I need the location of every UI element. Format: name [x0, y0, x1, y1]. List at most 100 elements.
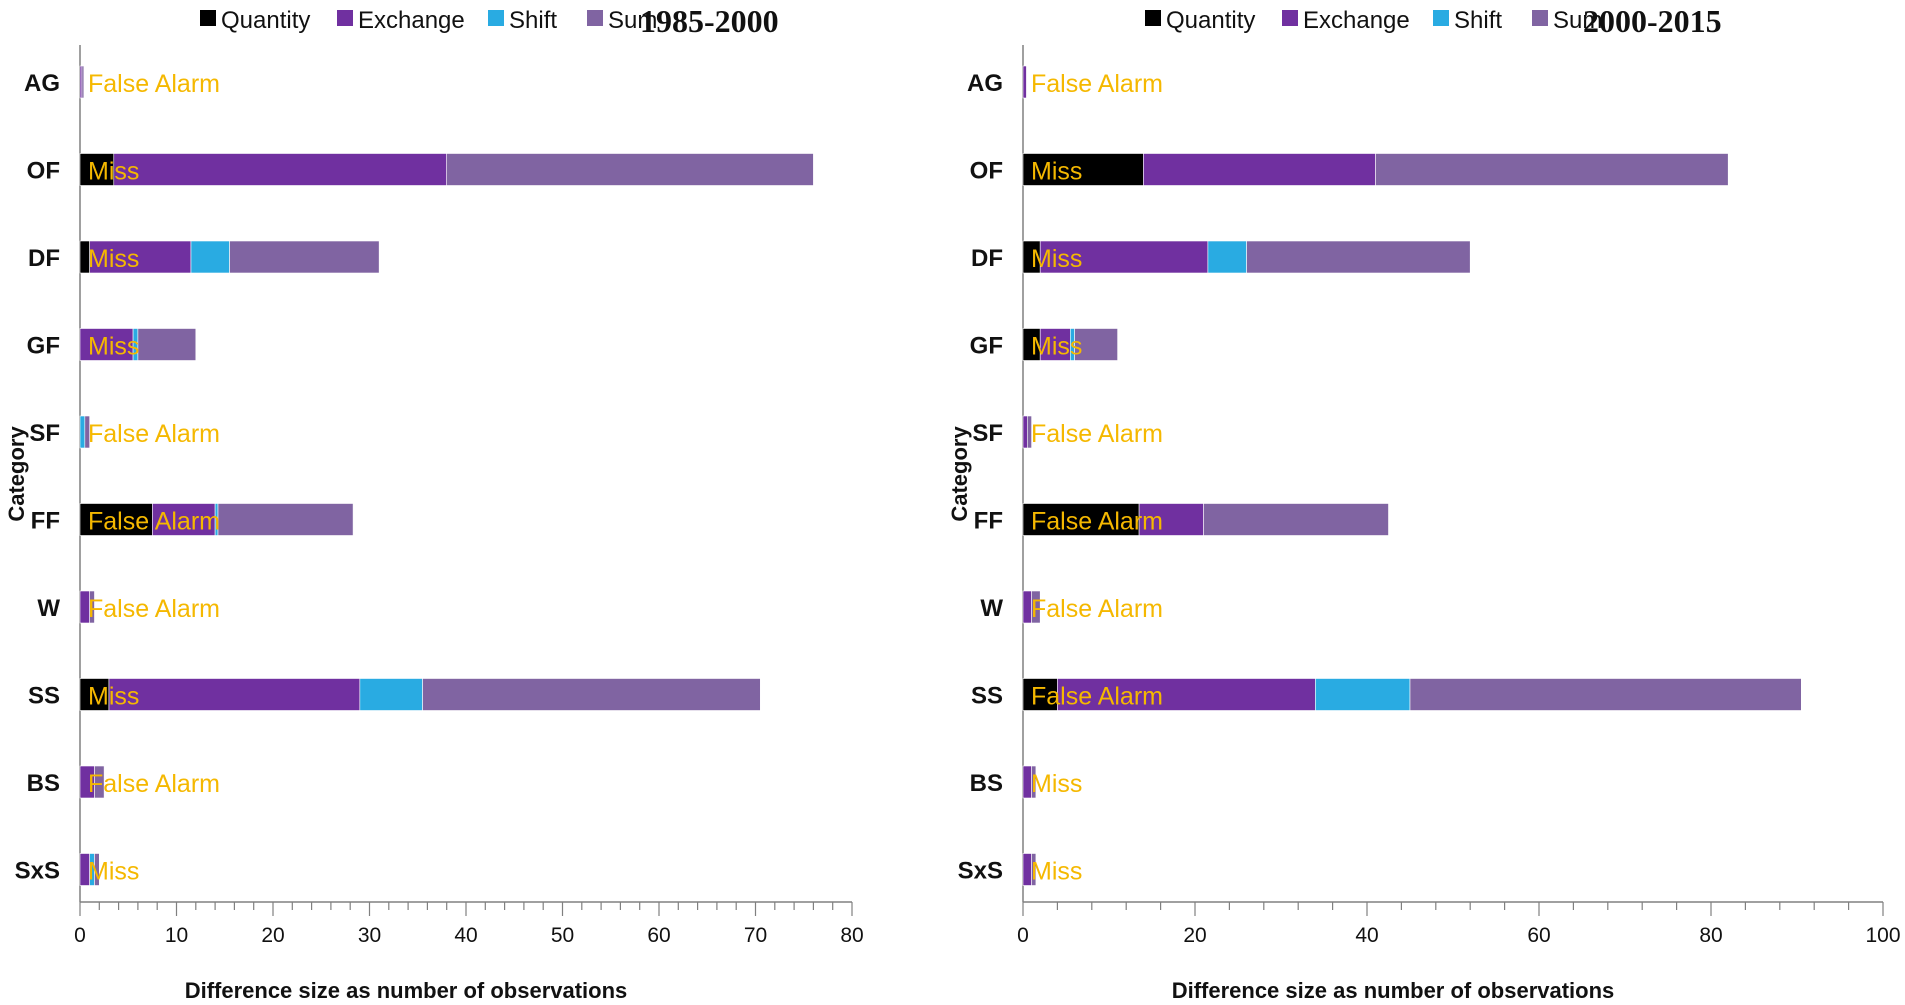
legend-swatch-sum: [1532, 10, 1548, 26]
x-tick-label: 100: [1865, 924, 1900, 947]
bar-sum-sxs: [94, 853, 100, 886]
annotation-sf: False Alarm: [1031, 420, 1163, 448]
category-label-sxs: SxS: [958, 858, 1003, 885]
legend-label-sum: Sum: [608, 7, 657, 34]
x-tick-label: 10: [165, 924, 188, 947]
chart-title: 2000-2015: [1583, 3, 1722, 39]
legend-swatch-shift: [1433, 10, 1449, 26]
bar-shift-ss: [1315, 678, 1411, 711]
x-axis-title: Difference size as number of observation…: [185, 978, 628, 1003]
bar-exchange-of: [1143, 153, 1376, 186]
bar-exchange-of: [113, 153, 447, 186]
bar-exchange-df: [89, 240, 192, 274]
category-label-ff: FF: [974, 508, 1003, 535]
bar-sum-of: [446, 153, 814, 186]
legend-swatch-shift: [488, 10, 504, 26]
bar-sum-ss: [1409, 678, 1802, 711]
category-label-bs: BS: [27, 770, 60, 797]
bar-sum-bs: [94, 765, 105, 799]
bar-shift-df: [190, 240, 230, 274]
x-tick-label: 70: [744, 924, 767, 947]
annotation-ag: False Alarm: [88, 70, 220, 98]
bar-shift-sf: [79, 415, 86, 449]
annotation-ag: False Alarm: [1031, 70, 1163, 98]
bar-exchange-sf: [1022, 415, 1028, 449]
legend-label-shift: Shift: [1454, 7, 1502, 34]
category-label-ag: AG: [24, 70, 60, 97]
annotation-of: Miss: [1031, 158, 1082, 186]
bar-sum-w: [89, 590, 95, 624]
x-tick-label: 30: [358, 924, 381, 947]
bar-sum-ss: [422, 678, 761, 711]
bar-sum-gf: [1074, 328, 1118, 361]
category-label-df: DF: [28, 245, 60, 272]
bar-quantity-of: [79, 153, 115, 186]
bar-sum-ag: [81, 65, 85, 99]
x-tick-label: 40: [454, 924, 477, 947]
annotation-ss: False Alarm: [1031, 683, 1163, 711]
bar-quantity-ss: [1022, 678, 1058, 711]
legend-label-exchange: Exchange: [1303, 7, 1410, 34]
annotation-bs: False Alarm: [88, 770, 220, 798]
bar-quantity-ff: [79, 503, 153, 536]
legend-swatch-exchange: [337, 10, 353, 26]
x-tick-label: 0: [74, 924, 86, 947]
bar-quantity-of: [1022, 153, 1144, 186]
bar-exchange-gf: [1039, 328, 1071, 361]
annotation-sxs: Miss: [88, 858, 139, 886]
y-axis-title: Category: [4, 426, 29, 522]
annotation-ff: False Alarm: [88, 508, 220, 536]
bar-sum-ff: [1203, 503, 1389, 536]
bar-quantity-ff: [1022, 503, 1140, 536]
annotation-gf: Miss: [88, 333, 139, 361]
bar-sum-of: [1375, 153, 1729, 186]
category-label-sf: SF: [972, 420, 1003, 447]
annotation-w: False Alarm: [1031, 595, 1163, 623]
category-label-sxs: SxS: [15, 858, 60, 885]
x-tick-label: 80: [1699, 924, 1722, 947]
category-label-ff: FF: [31, 508, 60, 535]
annotation-sxs: Miss: [1031, 858, 1082, 886]
legend-label-shift: Shift: [509, 7, 557, 34]
bar-sum-df: [229, 240, 380, 274]
bar-sum-df: [1246, 240, 1471, 274]
legend-label-quantity: Quantity: [1166, 7, 1255, 34]
bar-exchange-ff: [152, 503, 216, 536]
category-label-w: W: [37, 595, 60, 622]
bar-quantity-ss: [79, 678, 110, 711]
annotation-of: Miss: [88, 158, 139, 186]
x-tick-label: 60: [1527, 924, 1550, 947]
bar-sum-bs: [1031, 765, 1037, 799]
x-tick-label: 60: [647, 924, 670, 947]
legend-label-sum: Sum: [1553, 7, 1602, 34]
annotation-ss: Miss: [88, 683, 139, 711]
annotation-gf: Miss: [1031, 333, 1082, 361]
category-label-sf: SF: [29, 420, 60, 447]
annotation-sf: False Alarm: [88, 420, 220, 448]
x-axis-title: Difference size as number of observation…: [1172, 978, 1615, 1003]
category-label-gf: GF: [970, 333, 1003, 360]
category-label-of: OF: [27, 158, 60, 185]
annotation-df: Miss: [1031, 245, 1082, 273]
legend-swatch-sum: [587, 10, 603, 26]
bar-shift-ss: [359, 678, 423, 711]
category-label-w: W: [980, 595, 1003, 622]
category-label-bs: BS: [970, 770, 1003, 797]
bar-sum-gf: [137, 328, 197, 361]
bar-sum-sxs: [1031, 853, 1037, 886]
category-label-df: DF: [971, 245, 1003, 272]
annotation-w: False Alarm: [88, 595, 220, 623]
bar-shift-df: [1207, 240, 1247, 274]
legend-swatch-quantity: [200, 10, 216, 26]
y-axis-title: Category: [947, 426, 972, 522]
annotation-ff: False Alarm: [1031, 508, 1163, 536]
category-label-ag: AG: [967, 70, 1003, 97]
category-label-gf: GF: [27, 333, 60, 360]
bar-sum-sf: [84, 415, 90, 449]
legend-swatch-exchange: [1282, 10, 1298, 26]
bar-exchange-ag: [1022, 65, 1027, 99]
bar-exchange-ss: [108, 678, 361, 711]
